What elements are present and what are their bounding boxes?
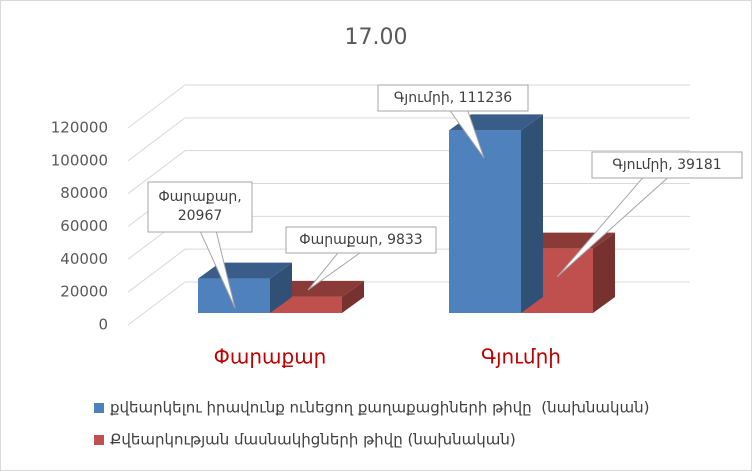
data-label: Գյումրի, 111236 — [393, 89, 513, 106]
bar-side — [521, 114, 543, 313]
bar-side — [593, 232, 615, 313]
bar-side — [342, 280, 364, 313]
category-label: Փարաքար — [214, 345, 327, 369]
callout-box — [591, 151, 743, 179]
category-label: Գյումրի — [481, 345, 561, 369]
data-label: Գյումրի, 39181 — [612, 156, 722, 173]
y-tick-label: 80000 — [60, 184, 108, 202]
callout: Փարաքար, 9833 — [299, 231, 423, 248]
y-tick-label: 100000 — [51, 151, 108, 169]
y-tick-label: 120000 — [51, 119, 108, 137]
legend-label: քվեարկելու իրավունք ունեցող քաղաքացիների… — [110, 399, 650, 417]
chart-title: 17.00 — [345, 25, 408, 50]
bar — [198, 278, 270, 313]
y-tick-label: 60000 — [60, 217, 108, 235]
legend-swatch — [94, 403, 104, 413]
y-tick-label: 40000 — [60, 250, 108, 268]
data-label: Փարաքար, 9833 — [299, 231, 423, 248]
callout: Փարաքար, 20967 — [158, 189, 242, 224]
data-label: Փարաքար, 20967 — [158, 189, 242, 224]
callout: Գյումրի, 39181 — [612, 156, 722, 173]
legend-label: Քվեարկության մասնակիցների թիվը (նախնական… — [110, 431, 516, 449]
bar-top — [270, 280, 364, 297]
callout-box — [147, 181, 253, 233]
bar-side — [270, 262, 292, 313]
y-tick-label: 20000 — [60, 283, 108, 301]
callout-box — [377, 84, 529, 112]
callout-box — [285, 226, 437, 254]
y-tick-label: 0 — [98, 316, 108, 334]
bar — [449, 130, 521, 313]
callout: Գյումրի, 111236 — [393, 89, 513, 106]
legend-swatch — [94, 435, 104, 445]
bar — [270, 296, 342, 313]
